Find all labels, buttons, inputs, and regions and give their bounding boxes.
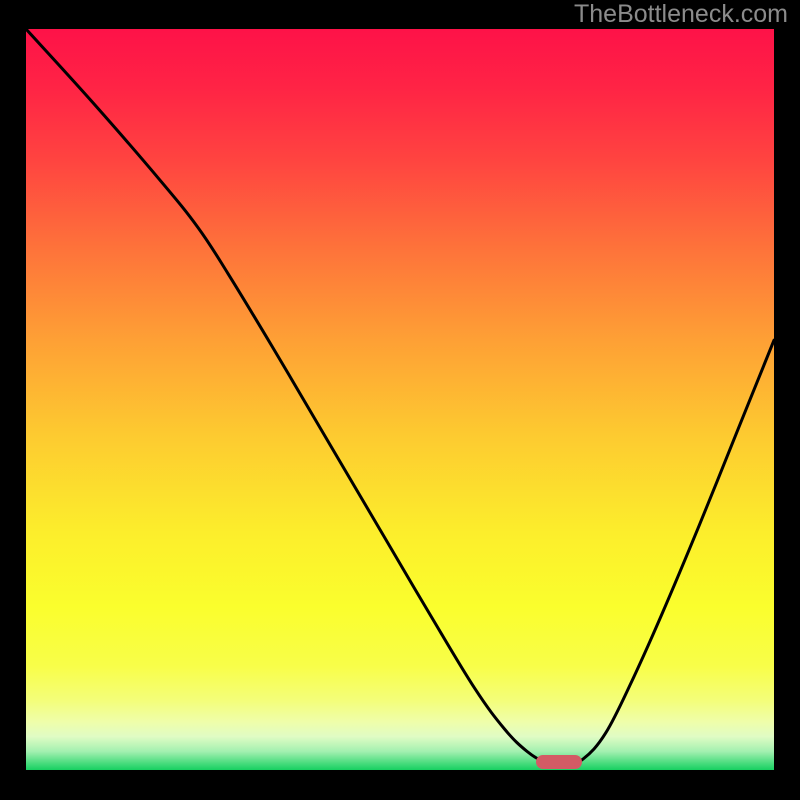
plot-frame — [24, 27, 776, 772]
watermark-text: TheBottleneck.com — [574, 0, 788, 29]
